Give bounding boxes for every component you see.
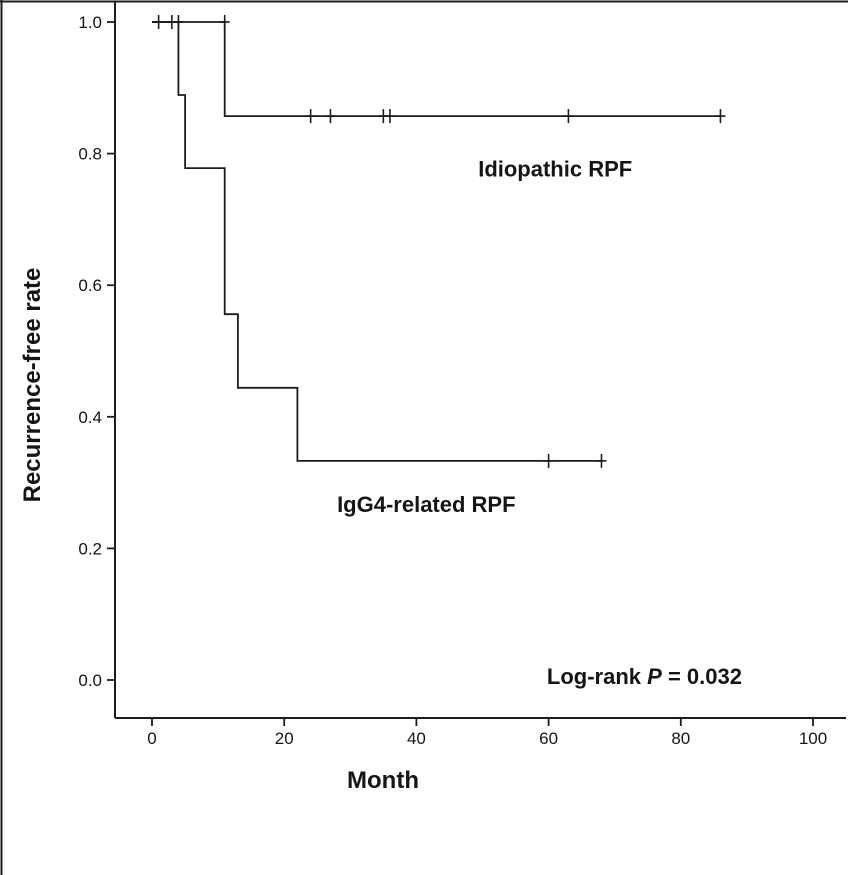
x-tick-label: 80 — [671, 729, 690, 748]
km-curve-igg4-related-rpf — [152, 21, 602, 462]
censor-mark — [325, 109, 336, 124]
censor-mark — [715, 109, 726, 124]
censor-mark — [384, 109, 395, 124]
logrank-annotation: Log-rank P = 0.032 — [547, 664, 742, 689]
x-tick-label: 100 — [799, 729, 827, 748]
censor-mark — [305, 109, 316, 124]
x-tick-label: 40 — [407, 729, 426, 748]
censor-mark — [543, 453, 554, 468]
series-label-igg4-related-rpf: IgG4-related RPF — [337, 492, 515, 517]
x-tick-label: 60 — [539, 729, 558, 748]
x-tick-label: 20 — [275, 729, 294, 748]
y-tick-label: 0.4 — [78, 408, 102, 427]
censor-mark — [596, 453, 607, 468]
x-axis-title: Month — [347, 767, 419, 794]
x-tick-label: 0 — [147, 729, 156, 748]
logrank-text: Log-rank — [547, 664, 647, 689]
series-label-idiopathic-rpf: Idiopathic RPF — [478, 157, 632, 182]
km-curve-idiopathic-rpf — [152, 21, 721, 117]
censor-mark — [563, 109, 574, 124]
y-tick-label: 0.6 — [78, 276, 102, 295]
y-axis-title: Recurrence-free rate — [19, 268, 46, 503]
y-tick-label: 0.0 — [78, 671, 102, 690]
y-tick-label: 0.8 — [78, 145, 102, 164]
y-tick-label: 1.0 — [78, 13, 102, 32]
censor-mark — [219, 15, 230, 29]
logrank-p-value: = 0.032 — [662, 664, 742, 689]
logrank-p-symbol: P — [647, 664, 662, 689]
y-tick-label: 0.2 — [78, 539, 102, 558]
